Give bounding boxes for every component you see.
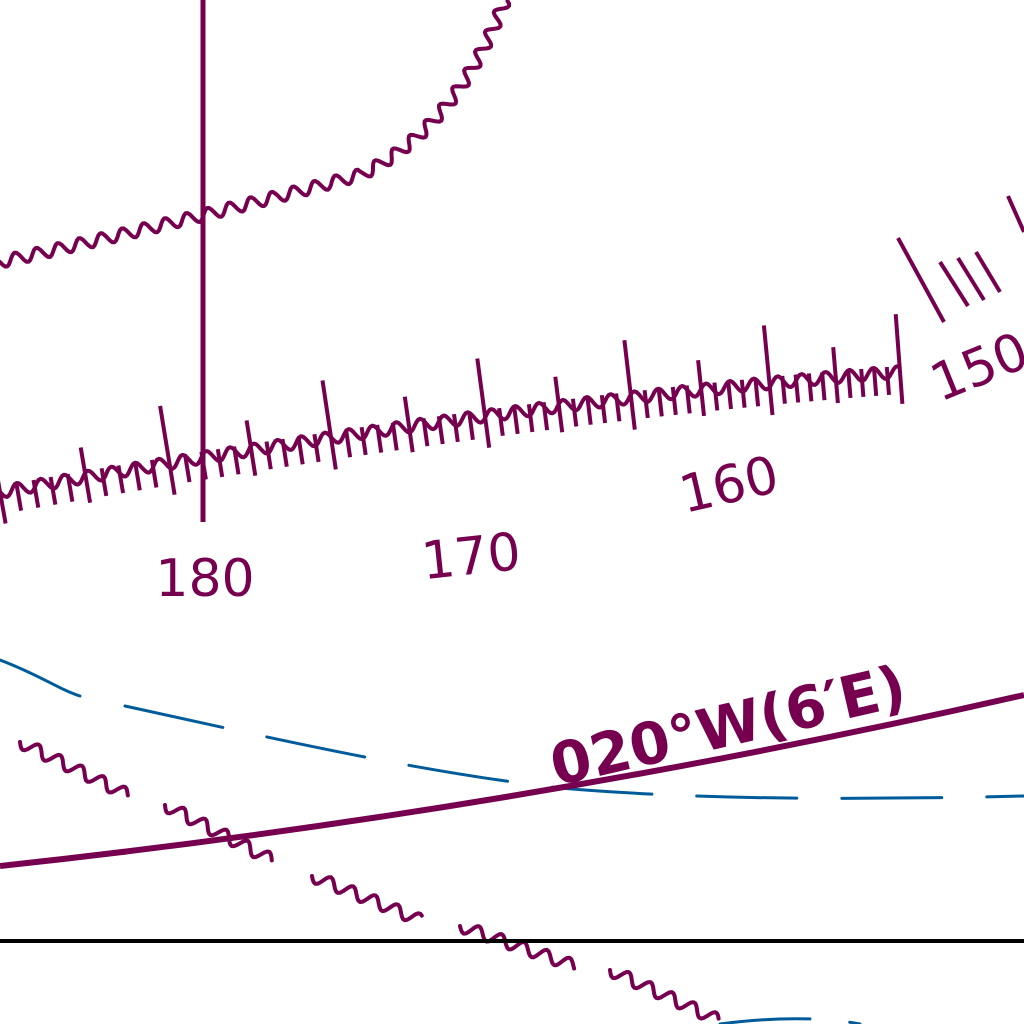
compass-tick bbox=[753, 378, 761, 407]
compass-tick bbox=[402, 396, 415, 453]
compass-tick bbox=[896, 237, 946, 323]
compass-tick bbox=[31, 479, 41, 508]
compass-tick bbox=[974, 250, 1002, 294]
compass-tick bbox=[526, 403, 535, 433]
compass-tick bbox=[831, 347, 840, 404]
radial-label: 020°W(6′E) bbox=[544, 652, 912, 800]
compass-tick bbox=[452, 413, 460, 443]
compass-tick bbox=[585, 396, 593, 425]
compass-tick bbox=[956, 256, 986, 302]
compass-tick bbox=[642, 389, 650, 419]
compass-label-150: 150 bbox=[922, 321, 1024, 414]
compass-tick bbox=[232, 446, 241, 475]
compass-tick bbox=[280, 438, 289, 468]
compass-tick bbox=[312, 433, 321, 463]
compass-tick bbox=[133, 462, 142, 491]
compass-tick bbox=[65, 473, 75, 503]
airspace-boundaries bbox=[0, 0, 902, 1021]
airspace-segment-2 bbox=[163, 803, 274, 863]
radial-line bbox=[0, 692, 1024, 869]
compass-tick bbox=[846, 369, 853, 399]
compass-tick bbox=[375, 424, 384, 453]
airspace-segment-4 bbox=[458, 924, 577, 971]
compass-tick bbox=[622, 339, 637, 430]
compass-tick bbox=[244, 420, 258, 477]
compass-tick bbox=[570, 398, 579, 427]
compass-tick bbox=[359, 426, 368, 456]
airspace-segment-5 bbox=[608, 968, 721, 1021]
compass-tick bbox=[656, 388, 664, 417]
compass-tick bbox=[512, 405, 520, 435]
compass-tick bbox=[320, 380, 338, 470]
compass-tick bbox=[149, 459, 159, 488]
compass-tick bbox=[726, 380, 733, 410]
compass-label-170: 170 bbox=[419, 522, 524, 592]
compass-arc bbox=[0, 364, 902, 499]
compass-tick bbox=[421, 418, 430, 447]
compass-tick bbox=[793, 374, 801, 403]
compass-tick bbox=[684, 385, 692, 414]
compass-tick bbox=[1006, 195, 1024, 233]
compass-tick bbox=[158, 405, 177, 496]
compass-tick bbox=[696, 359, 706, 417]
airspace-segment-1 bbox=[18, 740, 130, 798]
compass-tick bbox=[739, 379, 747, 408]
compass-rose-ticks bbox=[0, 195, 1024, 524]
water-contour-solid bbox=[0, 658, 82, 698]
compass-tick bbox=[0, 480, 8, 524]
compass-tick bbox=[599, 394, 608, 424]
compass-tick bbox=[884, 366, 891, 396]
compass-tick bbox=[78, 447, 93, 504]
compass-tick bbox=[712, 382, 720, 411]
compass-tick bbox=[475, 358, 492, 448]
compass-tick bbox=[436, 415, 445, 445]
compass-tick bbox=[893, 314, 905, 405]
compass-tick bbox=[183, 454, 192, 483]
compass-tick bbox=[541, 402, 550, 431]
compass-tick bbox=[872, 367, 879, 397]
compass-tick bbox=[780, 375, 787, 404]
compass-tick bbox=[614, 393, 622, 422]
compass-tick bbox=[116, 465, 126, 494]
compass-tick bbox=[670, 386, 678, 416]
compass-tick bbox=[497, 407, 505, 437]
compass-tick bbox=[264, 441, 273, 470]
compass-tick bbox=[48, 476, 58, 505]
compass-tick bbox=[553, 376, 565, 433]
compass-tick bbox=[99, 467, 109, 497]
compass-label-180: 180 bbox=[155, 549, 254, 609]
water-contour-bottom bbox=[718, 1017, 862, 1024]
compass-label-160: 160 bbox=[674, 445, 784, 526]
airspace-segment-3 bbox=[310, 874, 424, 923]
compass-tick bbox=[467, 411, 475, 441]
compass-tick bbox=[390, 422, 399, 451]
compass-tick bbox=[938, 260, 970, 308]
compass-tick bbox=[761, 325, 775, 416]
compass-tick bbox=[344, 429, 353, 458]
airspace-arc-upper bbox=[0, 0, 512, 269]
compass-tick bbox=[806, 373, 814, 402]
compass-tick bbox=[14, 482, 24, 511]
compass-tick bbox=[215, 448, 225, 478]
compass-tick bbox=[820, 372, 827, 401]
compass-tick bbox=[859, 368, 866, 398]
compass-tick bbox=[296, 436, 305, 465]
